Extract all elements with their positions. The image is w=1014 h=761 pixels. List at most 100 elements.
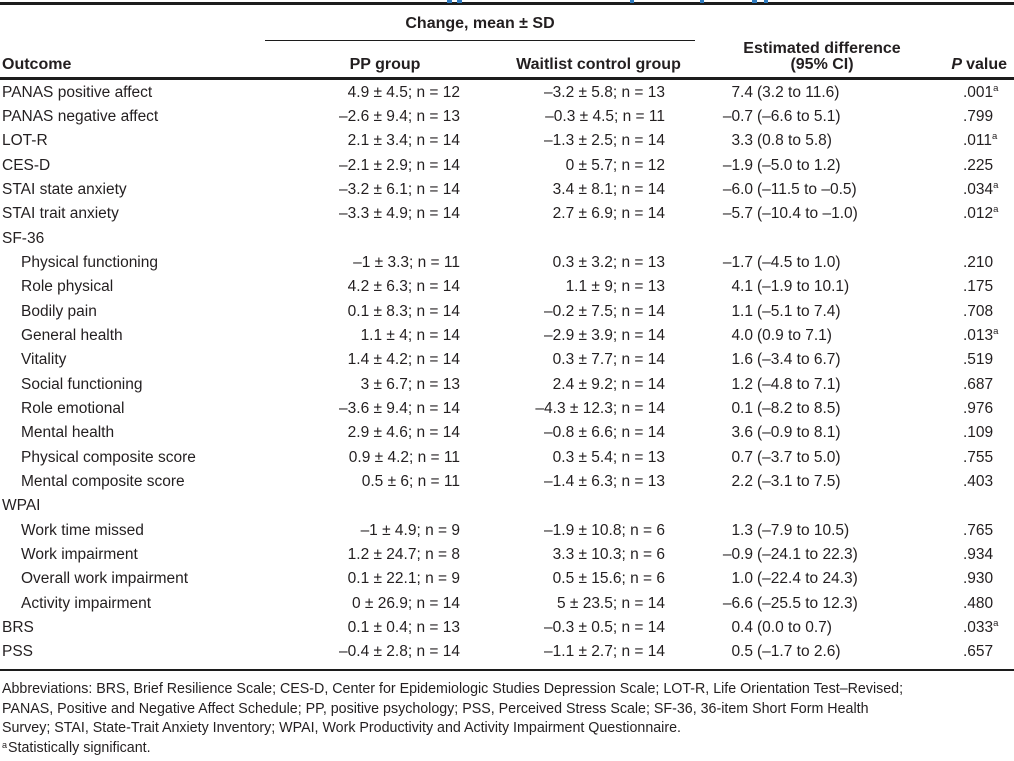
estimated-difference-value: 0.7 (–3.7 to 5.0) xyxy=(665,446,905,470)
significance-note: aStatistically significant. xyxy=(2,738,1014,758)
pp-group-change-value: –2.1 ± 2.9; n = 14 xyxy=(339,156,460,174)
pp-group-change-value xyxy=(270,494,460,518)
table-row: Bodily pain 0.1 ± 8.3; n = 14 –0.2 ± 7.5… xyxy=(0,300,1014,324)
pp-group-change-value: 0.1 ± 22.1; n = 9 xyxy=(347,570,460,588)
estimated-difference-value: 4.0 (0.9 to 7.1) xyxy=(665,324,905,348)
table-row: STAI state anxiety –3.2 ± 6.1; n = 14 3.… xyxy=(0,178,1014,202)
p-value-text: .013 xyxy=(963,326,994,344)
pp-group-change-value: –1 ± 3.3; n = 11 xyxy=(353,253,460,271)
outcome-label: PANAS negative affect xyxy=(2,107,159,125)
confidence-interval: (–5.1 to 7.4) xyxy=(757,302,841,320)
column-header-pp-group: PP group xyxy=(349,56,421,73)
outcome-label: Social functioning xyxy=(21,375,143,393)
table-row: CES-D –2.1 ± 2.9; n = 14 0 ± 5.7; n = 12… xyxy=(0,154,1014,178)
pp-group-change-value: 1.2 ± 24.7; n = 8 xyxy=(347,546,460,564)
column-header-waitlist-group: Waitlist control group xyxy=(516,56,681,73)
confidence-interval: (–1.9 to 10.1) xyxy=(757,278,850,296)
table-row: PANAS positive affect 4.9 ± 4.5; n = 12 … xyxy=(0,81,1014,105)
p-value-text: .708 xyxy=(963,302,994,320)
significance-note-text: Statistically significant. xyxy=(7,738,151,756)
estimated-difference-value: 7.4 (3.2 to 11.6) xyxy=(665,81,905,105)
p-value: .708 xyxy=(905,300,1014,324)
difference-estimate: 4.0 xyxy=(731,326,753,344)
significance-superscript: a xyxy=(993,618,999,630)
table-row: Physical composite score 0.9 ± 4.2; n = … xyxy=(0,446,1014,470)
confidence-interval: (–22.4 to 24.3) xyxy=(757,570,858,588)
waitlist-group-change-value: 1.1 ± 9; n = 13 xyxy=(565,278,665,296)
p-value-text: .755 xyxy=(963,448,994,466)
outcome-label: Overall work impairment xyxy=(21,570,189,588)
p-value: .001a xyxy=(905,81,1014,105)
estimated-difference-value xyxy=(665,227,905,251)
table-row: Activity impairment 0 ± 26.9; n = 14 5 ±… xyxy=(0,592,1014,616)
outcome-label: LOT-R xyxy=(2,132,48,150)
p-value-text: .001 xyxy=(963,83,994,101)
waitlist-group-change-value: –1.1 ± 2.7; n = 14 xyxy=(544,643,665,661)
pp-group-change-value: 2.9 ± 4.6; n = 14 xyxy=(347,424,460,442)
p-value-text: .109 xyxy=(963,424,994,442)
p-value-text: .765 xyxy=(963,521,994,539)
difference-estimate: 0.4 xyxy=(731,619,753,637)
p-value: .755 xyxy=(905,446,1014,470)
table-row: STAI trait anxiety –3.3 ± 4.9; n = 14 2.… xyxy=(0,202,1014,226)
significance-superscript: a xyxy=(992,131,998,143)
pp-group-change-value: 0 ± 26.9; n = 14 xyxy=(351,594,460,612)
estimated-difference-value: 1.1 (–5.1 to 7.4) xyxy=(665,300,905,324)
p-value: .210 xyxy=(905,251,1014,275)
outcome-label: Physical functioning xyxy=(21,253,158,271)
difference-estimate: 3.6 xyxy=(731,424,753,442)
confidence-interval: (–8.2 to 8.5) xyxy=(757,399,841,417)
column-header-row: Outcome PP group Waitlist control group … xyxy=(0,41,1014,77)
confidence-interval: (–3.7 to 5.0) xyxy=(757,448,841,466)
spanner-header: Change, mean ± SD xyxy=(405,14,555,32)
p-value: .013a xyxy=(905,324,1014,348)
pp-group-change-value xyxy=(270,227,460,251)
confidence-interval: (–5.0 to 1.2) xyxy=(757,156,841,174)
p-value-text: .012 xyxy=(963,205,994,223)
waitlist-group-change-value: 0.3 ± 5.4; n = 13 xyxy=(552,448,665,466)
estimated-difference-value: –5.7 (–10.4 to –1.0) xyxy=(665,202,905,226)
cropped-title-fragment xyxy=(764,0,768,3)
estimated-difference-line1: Estimated difference xyxy=(743,40,901,57)
table-row: PSS –0.4 ± 2.8; n = 14 –1.1 ± 2.7; n = 1… xyxy=(0,640,1014,664)
estimated-difference-value xyxy=(665,494,905,518)
table-row: Work impairment 1.2 ± 24.7; n = 8 3.3 ± … xyxy=(0,543,1014,567)
table-row: Work time missed –1 ± 4.9; n = 9 –1.9 ± … xyxy=(0,519,1014,543)
outcome-label: STAI state anxiety xyxy=(2,180,127,198)
p-value-text: .519 xyxy=(963,351,994,369)
difference-estimate: –0.9 xyxy=(722,546,753,564)
p-value-text: .480 xyxy=(963,594,994,612)
waitlist-group-change-value xyxy=(460,494,665,518)
pp-group-change-value: –3.3 ± 4.9; n = 14 xyxy=(339,205,460,223)
p-value: .012a xyxy=(905,202,1014,226)
outcome-label: WPAI xyxy=(2,497,41,515)
table-row: Mental health 2.9 ± 4.6; n = 14 –0.8 ± 6… xyxy=(0,421,1014,445)
p-value xyxy=(905,227,1014,251)
waitlist-group-change-value: 0.3 ± 3.2; n = 13 xyxy=(552,253,665,271)
difference-estimate: 2.2 xyxy=(731,473,753,490)
difference-estimate: –1.9 xyxy=(722,156,753,174)
p-value: .519 xyxy=(905,348,1014,372)
waitlist-group-change-value: –0.8 ± 6.6; n = 14 xyxy=(544,424,665,442)
estimated-difference-value: –0.9 (–24.1 to 22.3) xyxy=(665,543,905,567)
table-row: BRS 0.1 ± 0.4; n = 13 –0.3 ± 0.5; n = 14… xyxy=(0,616,1014,640)
pp-group-change-value: –3.2 ± 6.1; n = 14 xyxy=(339,180,460,198)
p-value: .799 xyxy=(905,105,1014,129)
p-value: .930 xyxy=(905,567,1014,591)
p-value: .480 xyxy=(905,592,1014,616)
waitlist-group-change-value: 3.3 ± 10.3; n = 6 xyxy=(552,546,665,564)
estimated-difference-value: –1.9 (–5.0 to 1.2) xyxy=(665,154,905,178)
p-italic: P xyxy=(951,56,963,73)
column-header-estimated-difference: Estimated difference (95% CI) xyxy=(702,41,942,77)
table-row: PANAS negative affect –2.6 ± 9.4; n = 13… xyxy=(0,105,1014,129)
outcome-label: CES-D xyxy=(2,156,51,174)
p-value-text: .930 xyxy=(963,570,994,588)
table-row: LOT-R 2.1 ± 3.4; n = 14 –1.3 ± 2.5; n = … xyxy=(0,129,1014,153)
pp-group-change-value: 1.4 ± 4.2; n = 14 xyxy=(347,351,460,369)
p-value: .225 xyxy=(905,154,1014,178)
pp-group-change-value: –0.4 ± 2.8; n = 14 xyxy=(339,643,460,661)
p-value-text: .033 xyxy=(963,619,994,637)
outcome-label: Activity impairment xyxy=(21,594,152,612)
significance-superscript: a xyxy=(993,204,999,216)
